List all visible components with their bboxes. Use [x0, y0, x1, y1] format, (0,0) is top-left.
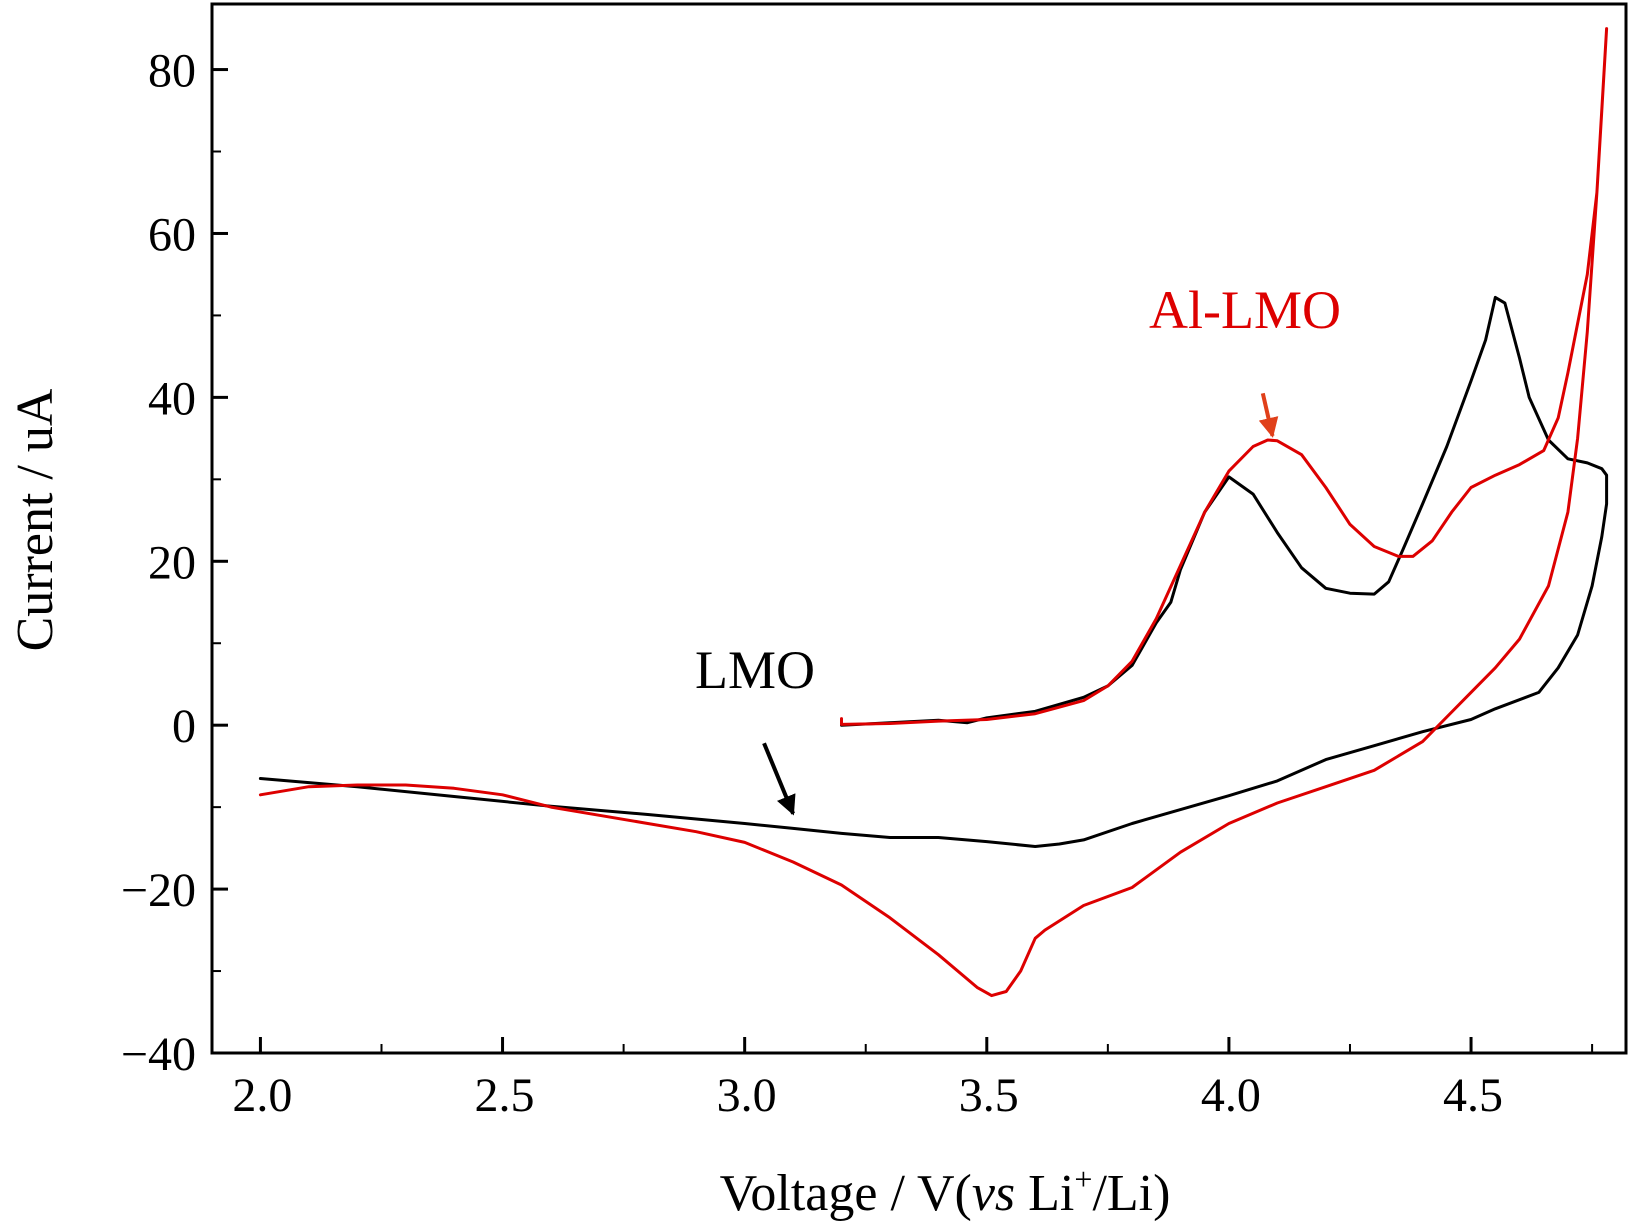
- x-tick-label: 3.0: [717, 1069, 777, 1122]
- annotation-label-lmo: LMO: [695, 640, 815, 700]
- series-line-lmo: [258, 295, 1609, 848]
- y-tick-label: 20: [148, 536, 196, 589]
- y-tick-label: 60: [148, 208, 196, 261]
- y-tick-label: 40: [148, 372, 196, 425]
- x-tick-label: 4.5: [1443, 1069, 1503, 1122]
- y-axis-title: Current / uA: [7, 388, 64, 651]
- x-tick-label: 2.0: [232, 1069, 292, 1122]
- annotations: LMO Al-LMO: [695, 280, 1341, 816]
- series-layer: [258, 27, 1609, 998]
- x-tick-label: 2.5: [475, 1069, 535, 1122]
- plot-frame: [210, 2, 1628, 1055]
- annotation-arrow-al-lmo: [1258, 392, 1279, 438]
- y-tick-label: −20: [121, 864, 196, 917]
- x-axis-title: Voltage / V(vs Li+/Li): [720, 1161, 1171, 1222]
- y-tick-label: 80: [148, 45, 196, 98]
- annotation-label-al-lmo: Al-LMO: [1149, 280, 1341, 340]
- x-tick-label: 3.5: [959, 1069, 1019, 1122]
- annotation-arrow-lmo: [762, 742, 796, 816]
- y-tick-label: 0: [172, 700, 196, 753]
- y-tick-label: −40: [121, 1028, 196, 1081]
- x-tick-label: 4.0: [1201, 1069, 1261, 1122]
- series-line-al-lmo: [258, 27, 1609, 998]
- axes: 2.0 2.5 3.0 3.5 4.0 4.5 −40 −20 0 20 40 60 80: [121, 2, 1628, 1122]
